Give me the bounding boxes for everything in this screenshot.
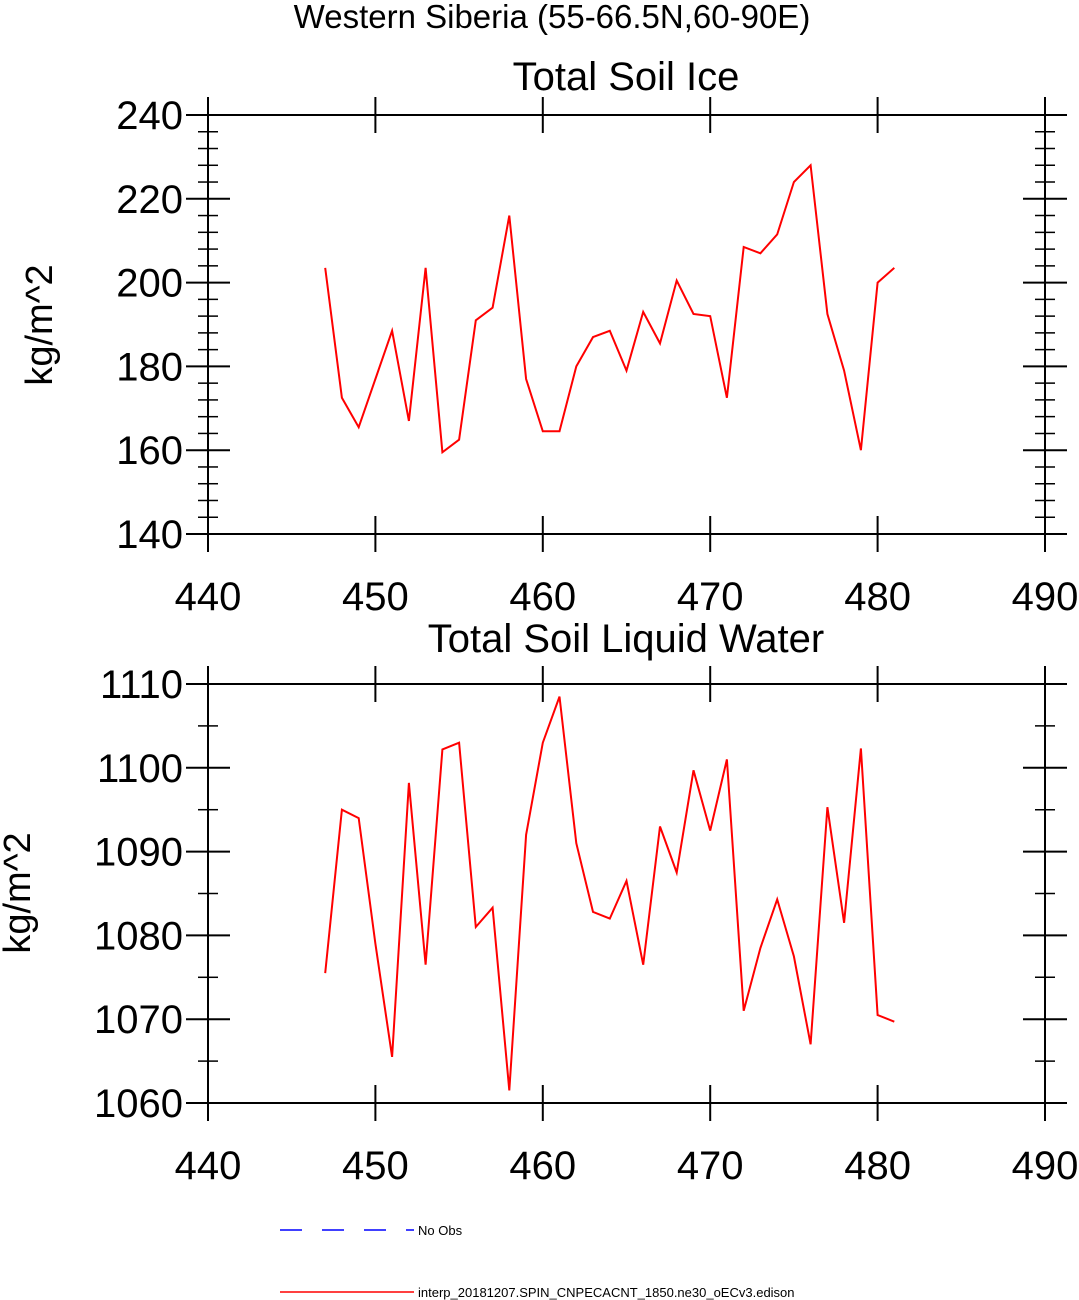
plot-frame-soil-ice xyxy=(207,114,1046,535)
x-tick-label: 470 xyxy=(677,575,744,619)
x-tick-label: 460 xyxy=(509,575,576,619)
y-tick-label: 1100 xyxy=(97,747,183,791)
legend-label-no-obs: No Obs xyxy=(418,1223,463,1238)
x-tick-label: 480 xyxy=(844,575,911,619)
x-tick-label: 440 xyxy=(175,1144,242,1188)
y-tick-label: 200 xyxy=(116,262,183,306)
y-tick-label: 1110 xyxy=(100,663,183,707)
y-tick-label: 140 xyxy=(116,513,183,557)
x-tick-label: 450 xyxy=(342,1144,409,1188)
chart-panel-soil-liquid-water: Total Soil Liquid Water kg/m^2 440 450 460… xyxy=(0,617,1078,1188)
chart-title-soil-ice: Total Soil Ice xyxy=(513,55,740,99)
y-tick-label: 1090 xyxy=(94,831,183,875)
x-tick-label: 480 xyxy=(844,1144,911,1188)
y-tick-label: 1060 xyxy=(94,1082,183,1126)
y-axis-label-soil-ice: kg/m^2 xyxy=(19,264,61,385)
y-axis-label-soil-liquid-water: kg/m^2 xyxy=(0,832,39,953)
legend: No Obs interp_20181207.SPIN_CNPECACNT_18… xyxy=(280,1223,795,1300)
y-tick-label: 1080 xyxy=(94,914,183,958)
y-tick-label: 220 xyxy=(116,178,183,222)
y-tick-label: 240 xyxy=(116,94,183,138)
x-tick-label: 490 xyxy=(1012,1144,1079,1188)
x-tick-label: 470 xyxy=(677,1144,744,1188)
figure-suptitle: Western Siberia (55-66.5N,60-90E) xyxy=(294,0,811,35)
chart-panel-soil-ice: Total Soil Ice kg/m^2 440 450 460 470 480 490… xyxy=(19,55,1078,619)
series-line-soil-liquid-water xyxy=(324,696,895,1091)
y-tick-label: 180 xyxy=(116,345,183,389)
y-tick-label: 1070 xyxy=(94,998,183,1042)
y-tick-label: 160 xyxy=(116,429,183,473)
x-tick-label: 440 xyxy=(175,575,242,619)
x-tick-label: 450 xyxy=(342,575,409,619)
x-tick-label: 460 xyxy=(509,1144,576,1188)
chart-title-soil-liquid-water: Total Soil Liquid Water xyxy=(428,617,824,661)
axis-marks-soil-ice: 440 450 460 470 480 490 140 160 180 200 220 240 xyxy=(116,94,1078,619)
legend-label-model: interp_20181207.SPIN_CNPECACNT_1850.ne30… xyxy=(418,1285,795,1300)
series-line-soil-ice xyxy=(324,163,895,455)
axis-marks-soil-liquid-water: 440 450 460 470 480 490 1060 1070 1080 1090 1100 11… xyxy=(94,663,1078,1188)
x-tick-label: 490 xyxy=(1012,575,1079,619)
